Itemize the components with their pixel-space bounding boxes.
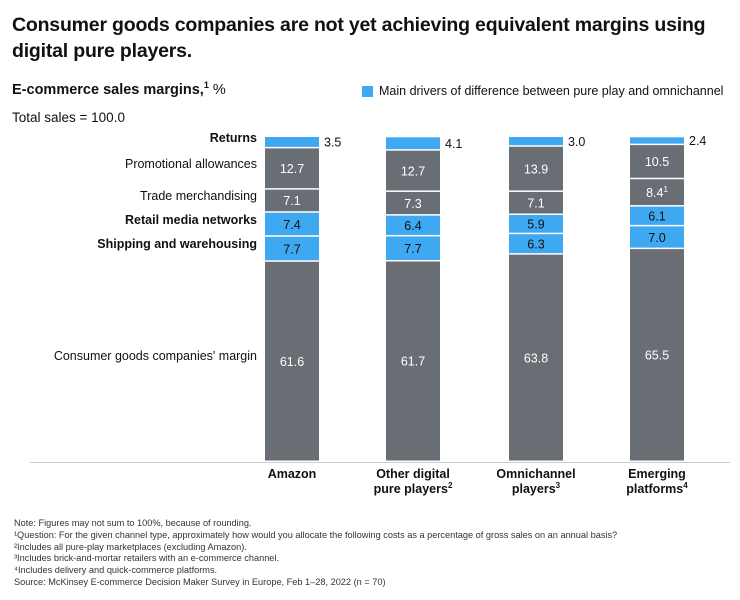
category-label: Emerging xyxy=(628,467,686,481)
footnote-4: ⁴Includes delivery and quick-commerce pl… xyxy=(14,565,218,576)
bar-value-label: 61.6 xyxy=(280,355,304,369)
bar-segment xyxy=(265,236,319,261)
bar-segment xyxy=(509,146,563,191)
subtitle-footnote-marker: 1 xyxy=(203,80,209,90)
row-label: Retail media networks xyxy=(125,213,257,227)
bar-segment xyxy=(509,234,563,254)
chart-title: Consumer goods companies are not yet ach… xyxy=(12,14,706,62)
category-footnote-marker: 4 xyxy=(683,481,688,490)
bar-value-label: 6.4 xyxy=(404,219,421,233)
subtitle-text: E-commerce sales margins, xyxy=(12,81,204,98)
legend-label: Main drivers of difference between pure … xyxy=(379,84,724,98)
bar-value-label: 5.9 xyxy=(527,218,544,232)
category-label: Other digital xyxy=(376,467,450,481)
bar-segment xyxy=(630,137,684,144)
bar-segment xyxy=(630,145,684,178)
bar-value-label: 7.7 xyxy=(404,242,421,256)
bar-value-label: 6.3 xyxy=(527,237,544,251)
bar-value-label: 10.5 xyxy=(645,155,669,169)
bar-value-label: 7.1 xyxy=(283,194,300,208)
bar-segment xyxy=(630,249,684,461)
bar-value-label: 2.4 xyxy=(689,134,706,148)
bar-segment xyxy=(386,236,440,260)
bar-value-label: 3.0 xyxy=(568,135,585,149)
subtitle-unit: % xyxy=(212,81,226,98)
bar-value-label: 7.0 xyxy=(648,231,665,245)
bar-value-label: 65.5 xyxy=(645,349,669,363)
row-label: Returns xyxy=(210,131,257,145)
category-label: platforms4 xyxy=(626,481,688,496)
bar-value-label: 63.8 xyxy=(524,351,548,365)
row-label: Shipping and warehousing xyxy=(97,237,257,251)
bar-value-label: 7.1 xyxy=(527,196,544,210)
bar-value-label: 3.5 xyxy=(324,136,341,150)
category-label: Omnichannel xyxy=(496,467,575,481)
bar-value-label: 6.1 xyxy=(648,209,665,223)
bar-segment xyxy=(509,215,563,233)
bar-segment xyxy=(265,148,319,189)
bar-segment xyxy=(630,179,684,206)
footnote-2: ²Includes all pure-play marketplaces (ex… xyxy=(14,541,247,552)
category-label: players3 xyxy=(512,481,561,496)
bar-segment xyxy=(386,150,440,191)
legend-swatch xyxy=(362,85,373,97)
bar-segment xyxy=(386,191,440,215)
bar-value-label: 4.1 xyxy=(445,137,462,151)
row-label: Promotional allowances xyxy=(125,157,257,171)
bar-value-label: 12.7 xyxy=(280,162,304,176)
bar-segment xyxy=(386,137,440,150)
footnote-3: ³Includes brick-and-mortar retailers wit… xyxy=(14,553,280,564)
bar-value-footnote-marker: 1 xyxy=(663,185,668,194)
bar-value-label: 7.7 xyxy=(283,242,300,256)
category-label: pure players2 xyxy=(374,481,453,496)
bar-value-label: 61.7 xyxy=(401,355,425,369)
row-label: Trade merchandising xyxy=(140,189,257,203)
row-label: Consumer goods companies' margin xyxy=(54,349,257,363)
category-footnote-marker: 3 xyxy=(556,481,561,490)
bar-segment xyxy=(265,137,319,147)
bar-value-label: 8.41 xyxy=(646,185,668,200)
bar-segment xyxy=(630,206,684,225)
total-sales-label: Total sales = 100.0 xyxy=(12,110,125,125)
footnotes: Note: Figures may not sum to 100%, becau… xyxy=(14,518,729,589)
bar-segment xyxy=(265,261,319,461)
bar-segment xyxy=(265,189,319,212)
stacked-bar-chart: 61.6 61.7 63.8 65.5 7.7 7.7 6.3 7.0 7.4 6.4 5.9 6.1… xyxy=(30,131,730,496)
bar-value-label: 7.3 xyxy=(404,197,421,211)
footnote-source: Source: McKinsey E-commerce Decision Mak… xyxy=(14,576,386,587)
footnote-1: ¹Question: For the given channel type, a… xyxy=(14,529,618,540)
category-footnote-marker: 2 xyxy=(448,481,453,490)
bar-value-label: 13.9 xyxy=(524,162,548,176)
bar-segment xyxy=(386,215,440,235)
bar-segment xyxy=(386,261,440,461)
bar-value-label: 7.4 xyxy=(283,218,300,232)
bar-segment xyxy=(265,212,319,236)
chart-subtitle: E-commerce sales margins,1 % xyxy=(12,80,226,98)
footnote-note: Note: Figures may not sum to 100%, becau… xyxy=(14,518,252,528)
bar-segment xyxy=(509,137,563,146)
legend: Main drivers of difference between pure … xyxy=(362,84,723,98)
bar-value-label: 12.7 xyxy=(401,164,425,178)
category-label: Amazon xyxy=(268,467,317,481)
bar-segment xyxy=(630,226,684,248)
bar-segment xyxy=(509,191,563,214)
bar-segment xyxy=(509,254,563,461)
